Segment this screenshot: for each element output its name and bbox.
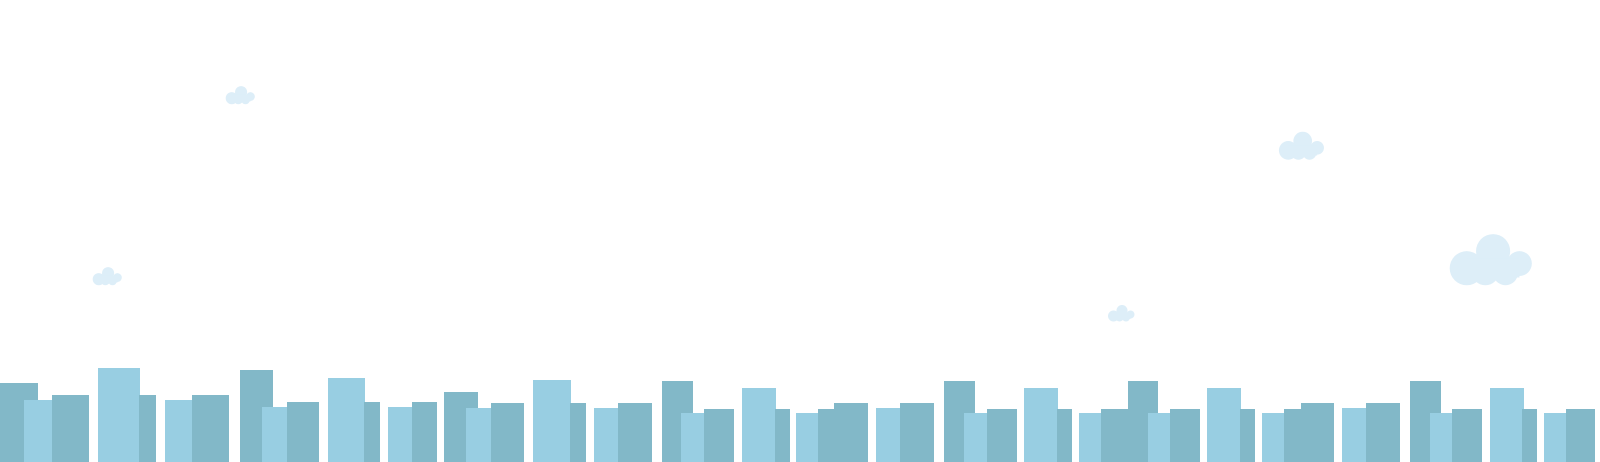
building-block bbox=[1522, 409, 1537, 462]
building-block bbox=[964, 413, 988, 462]
building-block bbox=[192, 395, 229, 462]
cloud-large-right-icon bbox=[1449, 234, 1532, 286]
building-block bbox=[704, 409, 734, 462]
building-block bbox=[570, 403, 586, 462]
building-block bbox=[388, 407, 414, 462]
building-block bbox=[165, 400, 194, 462]
building-block bbox=[618, 403, 652, 462]
cloud-small-center-right-icon bbox=[1108, 305, 1135, 322]
building-block bbox=[818, 409, 838, 462]
cloud-small-left-icon bbox=[92, 267, 122, 286]
building-block bbox=[1430, 413, 1454, 462]
building-block bbox=[24, 400, 54, 462]
building-block bbox=[1490, 388, 1524, 462]
building-block bbox=[987, 409, 1017, 462]
building-block bbox=[262, 407, 288, 462]
city-skyline bbox=[0, 368, 1595, 462]
building-block bbox=[796, 413, 821, 462]
building-block bbox=[681, 413, 705, 462]
building-block bbox=[900, 403, 934, 462]
building-block bbox=[1170, 409, 1200, 462]
building-block bbox=[139, 395, 156, 462]
building-block bbox=[594, 408, 620, 462]
cloud-small-top-left-icon bbox=[225, 86, 255, 105]
building-block bbox=[775, 409, 790, 462]
cloud-medium-right-icon bbox=[1278, 131, 1324, 160]
building-block bbox=[834, 403, 868, 462]
building-block bbox=[52, 395, 89, 462]
building-block bbox=[328, 378, 365, 462]
building-block bbox=[287, 402, 319, 462]
clouds-layer bbox=[92, 86, 1532, 322]
building-block bbox=[466, 408, 492, 462]
building-block bbox=[364, 402, 380, 462]
building-block bbox=[1057, 409, 1072, 462]
building-block bbox=[1207, 388, 1241, 462]
building-block bbox=[1452, 409, 1482, 462]
building-block bbox=[1079, 413, 1103, 462]
building-block bbox=[1240, 409, 1255, 462]
building-block bbox=[876, 408, 902, 462]
building-block bbox=[742, 388, 776, 462]
building-block bbox=[1262, 413, 1285, 462]
building-block bbox=[1148, 413, 1172, 462]
building-block bbox=[98, 368, 140, 462]
building-block bbox=[1024, 388, 1058, 462]
building-block bbox=[1101, 409, 1129, 462]
building-block bbox=[1301, 403, 1334, 462]
building-block bbox=[491, 403, 524, 462]
building-block bbox=[1544, 413, 1568, 462]
building-block bbox=[533, 380, 571, 462]
building-block bbox=[1566, 409, 1595, 462]
building-block bbox=[1366, 403, 1400, 462]
building-block bbox=[412, 402, 437, 462]
building-block bbox=[1342, 408, 1368, 462]
building-block bbox=[1284, 409, 1304, 462]
